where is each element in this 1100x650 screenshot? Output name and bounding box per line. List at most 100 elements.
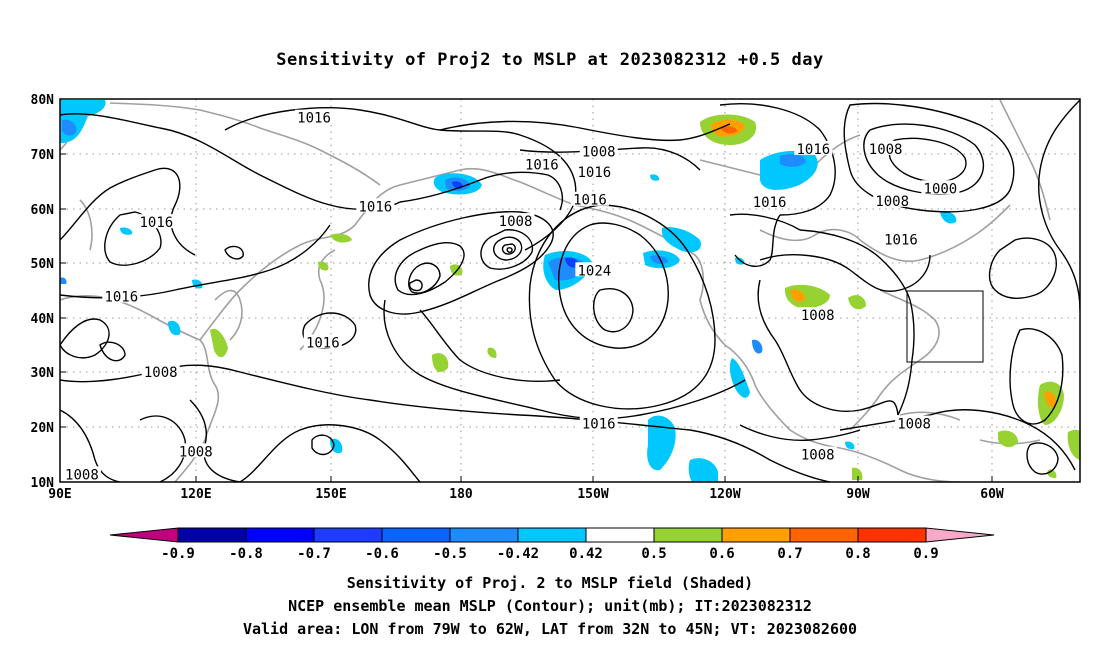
contour-label-bg [750,193,789,208]
caption-line: Sensitivity of Proj. 2 to MSLP field (Sh… [346,574,754,592]
colorbar-label: -0.7 [297,546,331,562]
latitude-labels: 80N 70N 60N 50N 40N 30N 20N 10N [31,93,55,491]
lon-label: 90W [846,487,870,502]
contour-label-bg [575,163,614,178]
colorbar-label: 0.9 [913,546,938,562]
contour-label: 1008 [801,308,835,324]
contour-label: 1016 [753,195,787,211]
axis-ticks [60,98,993,482]
colorbar-label: -0.8 [229,546,263,562]
colorbar-cell [381,527,451,543]
contour-label: 1016 [104,290,138,306]
colorbar-cell [857,527,927,543]
contour-label: 1016 [797,142,831,158]
lon-label: 180 [449,487,473,502]
contour-label-bg [798,446,837,461]
contour-label-bg [873,192,912,207]
contour-label-bg [356,198,395,213]
contour-label: 1008 [875,194,909,210]
colorbar-label: 0.7 [777,546,802,562]
lon-label: 120E [180,487,211,502]
contour-label-bg [141,364,180,379]
contour-label-bg [496,213,535,228]
colorbar-label: 0.5 [641,546,666,562]
lat-label: 30N [31,366,55,381]
contour-label: 1016 [578,165,612,181]
colorbar-cell [517,527,587,543]
colorbar-label: -0.42 [497,546,539,562]
colorbar-extend-left [109,527,179,543]
colorbar-label: 0.8 [845,546,870,562]
contour-label-bg [303,334,342,349]
lat-label: 20N [31,421,55,436]
colorbar-cell [313,527,383,543]
lat-label: 50N [31,257,55,272]
map-title: Sensitivity of Proj2 to MSLP at 20230823… [276,50,824,70]
map-frame [59,98,1081,483]
contour-label-bg [137,214,176,229]
colorbar-label: 0.42 [569,546,603,562]
colorbar-cell [653,527,723,543]
colorbar-cell [177,527,247,543]
contour-label: 1016 [573,193,607,209]
colorbar-extend-right [925,527,995,543]
contour-label-bg [295,109,334,124]
lat-label: 40N [31,312,55,327]
contour-label-bg [62,466,101,481]
contour-label: 1016 [582,416,616,432]
contour-label-bg [866,140,905,155]
colorbar-cells [109,527,995,543]
colorbar-cell [449,527,519,543]
contour-label-bg [579,415,618,430]
lat-label: 80N [31,93,55,108]
colorbar-label: -0.5 [433,546,467,562]
contour-label-bg [579,143,618,158]
sensitivity-shading [60,100,1080,482]
contour-label: 1016 [297,111,331,127]
colorbar-label: -0.6 [365,546,399,562]
lat-label: 60N [31,203,55,218]
contour-label: 1016 [525,158,559,174]
colorbar-labels: -0.9 -0.8 -0.7 -0.6 -0.5 -0.42 0.42 0.5 0.6 0.7 0.… [161,546,939,562]
lat-label: 70N [31,148,55,163]
contour-label-bg [102,288,141,303]
colorbar-label: -0.9 [161,546,195,562]
contour-label-bg [575,262,614,277]
contour-label: 1000 [924,181,958,197]
gridlines [60,99,1080,482]
contour-label: 1016 [884,233,918,249]
contour-label: 1016 [306,336,340,352]
contour-label-bg [522,156,561,171]
contour-label-bg [176,443,215,458]
caption-line: NCEP ensemble mean MSLP (Contour); unit(… [288,597,812,615]
colorbar-cell [585,527,655,543]
contour-label: 1008 [179,444,213,460]
valid-area-box [906,290,984,363]
contour-label: 1008 [869,142,903,158]
lon-label: 150W [577,487,608,502]
lon-label: 120W [709,487,740,502]
colorbar-cell [789,527,859,543]
contour-label-bg [921,180,960,195]
lon-label: 90E [48,487,71,502]
colorbar-cell [245,527,315,543]
lon-label: 150E [315,487,346,502]
contour-label-bg [570,191,609,206]
contour-label: 1008 [582,145,616,161]
contour-label: 1008 [499,214,533,230]
contour-labels: 1016 1008 1016 1016 1016 1008 1000 1016 1008 1016… [62,109,960,483]
contour-label: 1024 [578,263,612,279]
lon-label: 60W [980,487,1004,502]
contour-label: 1008 [65,467,99,483]
contour-label-bg [895,415,934,430]
contour-label: 1008 [801,448,835,464]
contour-label: 1016 [359,199,393,215]
colorbar-label: 0.6 [709,546,734,562]
longitude-labels: 90E 120E 150E 180 150W 120W 90W 60W [48,487,1004,502]
colorbar-cell [721,527,791,543]
lat-label: 10N [31,476,55,491]
contour-label: 1016 [140,215,174,231]
contour-label-bg [798,307,837,322]
